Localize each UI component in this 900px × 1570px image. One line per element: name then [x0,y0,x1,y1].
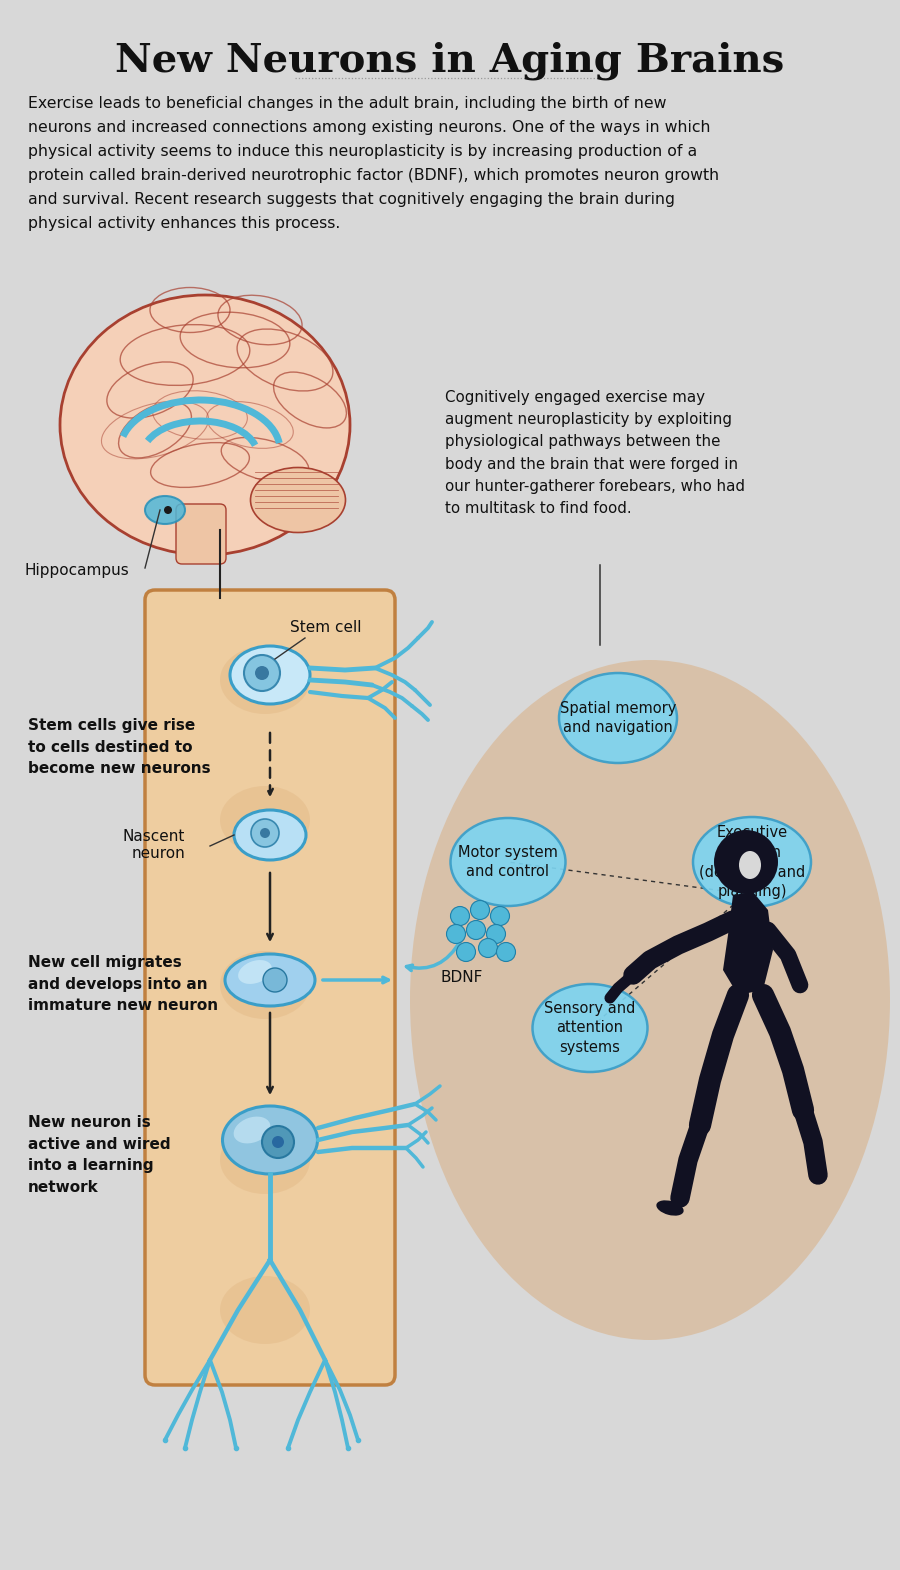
Ellipse shape [739,851,761,879]
Circle shape [272,1137,284,1148]
Ellipse shape [234,810,306,860]
FancyBboxPatch shape [145,590,395,1385]
Text: Stem cell: Stem cell [290,620,362,634]
Circle shape [471,901,490,920]
Ellipse shape [559,674,677,763]
Circle shape [164,506,172,513]
Text: Hippocampus: Hippocampus [25,562,130,578]
Ellipse shape [533,984,647,1072]
Ellipse shape [145,496,185,524]
Text: BDNF: BDNF [440,970,482,984]
Circle shape [451,906,470,925]
Text: Stem cells give rise
to cells destined to
become new neurons: Stem cells give rise to cells destined t… [28,717,211,776]
Circle shape [714,831,778,893]
Circle shape [446,925,465,944]
Ellipse shape [451,818,565,906]
FancyBboxPatch shape [176,504,226,564]
Ellipse shape [250,468,346,532]
Ellipse shape [693,816,811,907]
Polygon shape [723,892,773,995]
Circle shape [260,827,270,838]
Circle shape [244,655,280,691]
Circle shape [456,942,475,961]
Ellipse shape [220,787,310,854]
Text: Sensory and
attention
systems: Sensory and attention systems [544,1000,635,1055]
Ellipse shape [60,295,350,556]
Ellipse shape [222,1105,318,1174]
Text: New Neurons in Aging Brains: New Neurons in Aging Brains [115,42,785,80]
Text: Spatial memory
and navigation: Spatial memory and navigation [560,700,676,735]
Ellipse shape [656,1201,684,1215]
Text: Cognitively engaged exercise may
augment neuroplasticity by exploiting
physiolog: Cognitively engaged exercise may augment… [445,389,745,517]
Text: physical activity enhances this process.: physical activity enhances this process. [28,217,340,231]
Ellipse shape [220,1126,310,1195]
Circle shape [466,920,485,939]
Text: physical activity seems to induce this neuroplasticity is by increasing producti: physical activity seems to induce this n… [28,144,698,159]
Circle shape [497,942,516,961]
Ellipse shape [220,645,310,714]
Ellipse shape [220,951,310,1019]
Ellipse shape [234,1116,270,1143]
Circle shape [491,906,509,925]
Text: Executive
function
(decisions and
planning): Executive function (decisions and planni… [699,824,806,900]
Text: Exercise leads to beneficial changes in the adult brain, including the birth of : Exercise leads to beneficial changes in … [28,96,667,111]
Text: Motor system
and control: Motor system and control [458,845,558,879]
Text: and survival. Recent research suggests that cognitively engaging the brain durin: and survival. Recent research suggests t… [28,192,675,207]
Ellipse shape [238,961,272,984]
Circle shape [487,925,506,944]
Text: protein called brain-derived neurotrophic factor (BDNF), which promotes neuron g: protein called brain-derived neurotrophi… [28,168,719,184]
Circle shape [251,820,279,846]
Text: Nascent
neuron: Nascent neuron [122,829,185,862]
Text: New neuron is
active and wired
into a learning
network: New neuron is active and wired into a le… [28,1115,171,1195]
Circle shape [263,969,287,992]
Text: neurons and increased connections among existing neurons. One of the ways in whi: neurons and increased connections among … [28,119,710,135]
Circle shape [262,1126,294,1159]
Ellipse shape [230,645,310,703]
Text: New cell migrates
and develops into an
immature new neuron: New cell migrates and develops into an i… [28,955,218,1013]
Circle shape [255,666,269,680]
Circle shape [479,939,498,958]
Ellipse shape [410,659,890,1341]
Ellipse shape [225,955,315,1006]
Ellipse shape [220,1276,310,1344]
